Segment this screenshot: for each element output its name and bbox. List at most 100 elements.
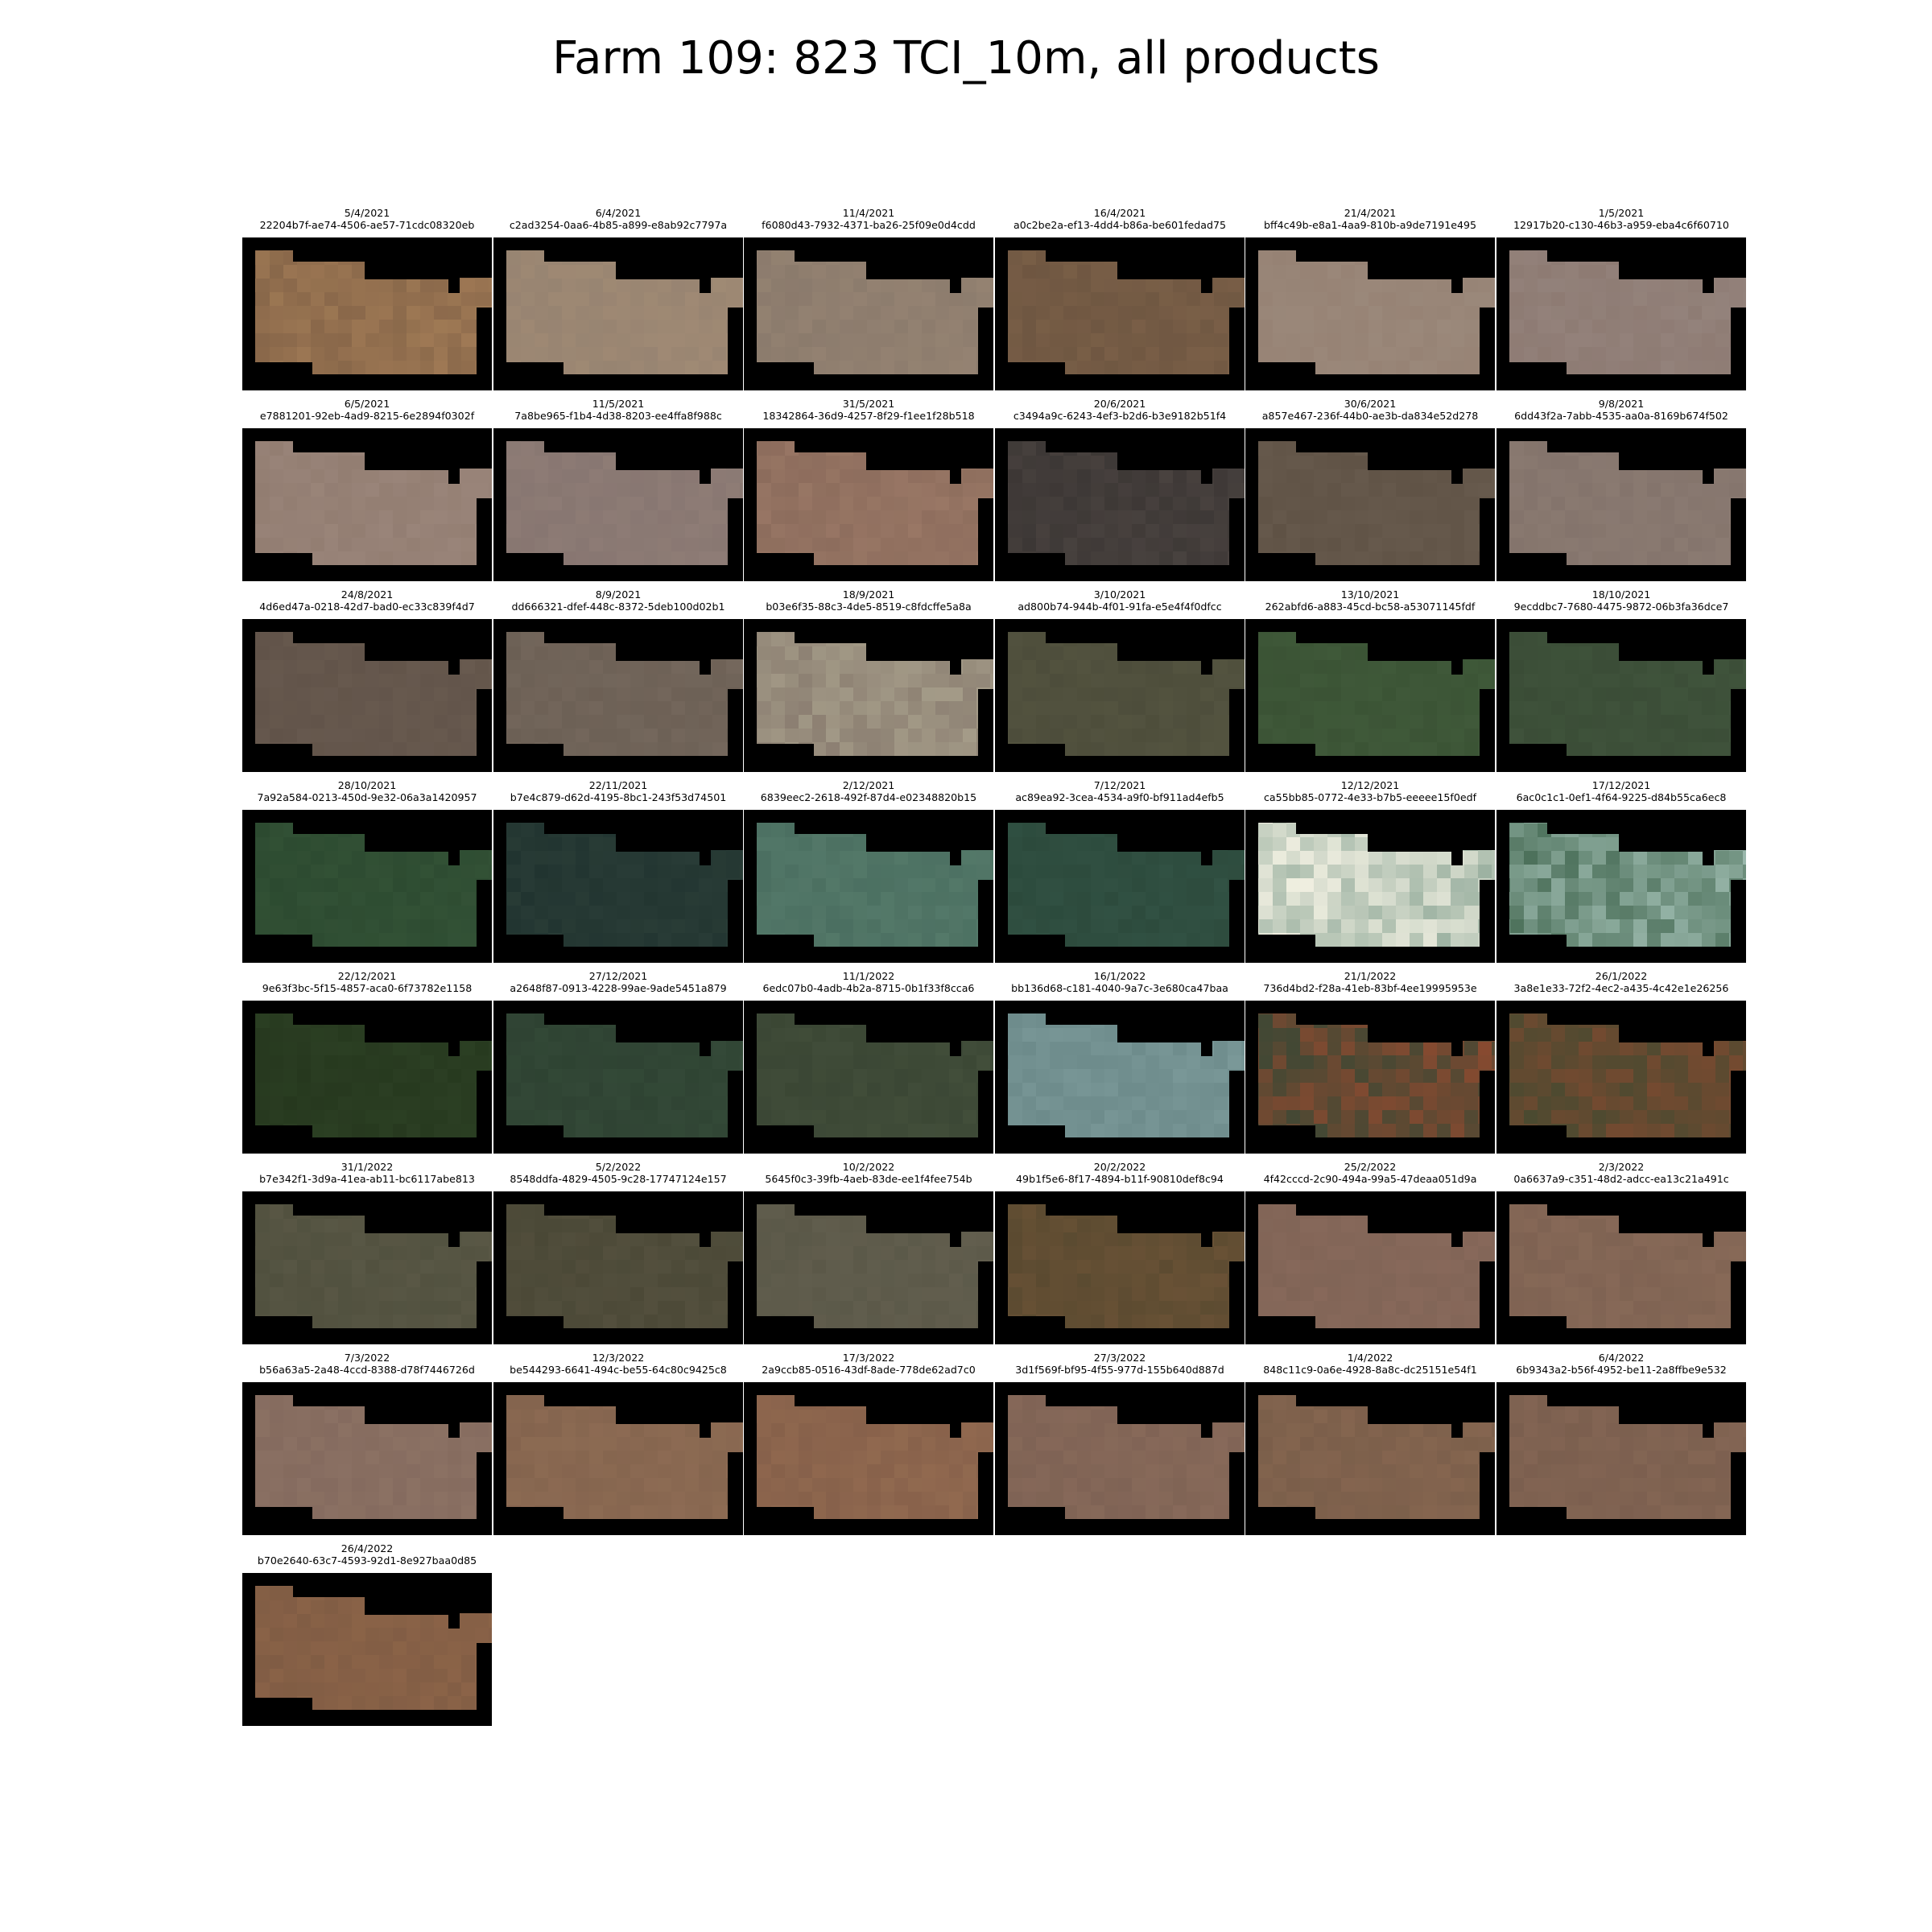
satellite-thumbnail bbox=[493, 1001, 743, 1154]
thumbnail-product-id: 18342864-36d9-4257-8f29-f1ee1f28b518 bbox=[762, 410, 975, 422]
thumbnail-caption: 1/5/2021 12917b20-c130-46b3-a959-eba4c6f6… bbox=[1492, 207, 1750, 231]
field-image bbox=[242, 428, 492, 581]
thumbnail-product-id: 6b9343a2-b56f-4952-be11-2a8ffbe9e532 bbox=[1516, 1364, 1727, 1376]
thumbnail-product-id: 6ac0c1c1-0ef1-4f64-9225-d84b55ca6ec8 bbox=[1516, 791, 1727, 803]
thumbnail-product-id: be544293-6641-494c-be55-64c80c9425c8 bbox=[510, 1364, 727, 1376]
thumbnail-date: 27/12/2021 bbox=[588, 970, 648, 982]
field-image bbox=[242, 237, 492, 390]
satellite-thumbnail bbox=[1245, 619, 1495, 772]
satellite-thumbnail bbox=[1245, 1191, 1495, 1344]
thumbnail-product-id: 2a9ccb85-0516-43df-8ade-778de62ad7c0 bbox=[762, 1364, 976, 1376]
thumbnail-product-id: 7a8be965-f1b4-4d38-8203-ee4ffa8f988c bbox=[514, 410, 722, 422]
satellite-thumbnail bbox=[1245, 237, 1495, 390]
thumbnail-date: 3/10/2021 bbox=[1093, 588, 1146, 601]
satellite-thumbnail bbox=[1245, 1382, 1495, 1535]
satellite-thumbnail bbox=[744, 428, 993, 581]
satellite-thumbnail bbox=[744, 237, 993, 390]
thumbnail-product-id: a0c2be2a-ef13-4dd4-b86a-be601fedad75 bbox=[1013, 219, 1226, 231]
field-image bbox=[242, 1573, 492, 1726]
satellite-thumbnail bbox=[744, 810, 993, 963]
satellite-thumbnail bbox=[493, 428, 743, 581]
thumbnail-date: 10/2/2022 bbox=[842, 1161, 895, 1173]
satellite-thumbnail bbox=[242, 1191, 492, 1344]
thumbnail-caption: 11/1/2022 6edc07b0-4adb-4b2a-8715-0b1f33f… bbox=[740, 970, 997, 994]
thumbnail-caption: 2/3/2022 0a6637a9-c351-48d2-adcc-ea13c21a… bbox=[1492, 1161, 1750, 1185]
satellite-thumbnail bbox=[1496, 619, 1746, 772]
thumbnail-product-id: ca55bb85-0772-4e33-b7b5-eeeee15f0edf bbox=[1263, 791, 1477, 803]
satellite-thumbnail bbox=[242, 619, 492, 772]
field-image bbox=[493, 428, 743, 581]
thumbnail-date: 13/10/2021 bbox=[1340, 588, 1400, 601]
field-image bbox=[1496, 428, 1746, 581]
thumbnail-caption: 5/2/2022 8548ddfa-4829-4505-9c28-17747124… bbox=[489, 1161, 747, 1185]
field-image bbox=[1496, 619, 1746, 772]
thumbnail-product-id: dd666321-dfef-448c-8372-5deb100d02b1 bbox=[511, 601, 725, 613]
field-image bbox=[493, 1001, 743, 1154]
field-image bbox=[242, 1191, 492, 1344]
thumbnail-date: 9/8/2021 bbox=[1598, 398, 1645, 410]
satellite-thumbnail bbox=[493, 810, 743, 963]
satellite-thumbnail bbox=[995, 428, 1245, 581]
thumbnail-caption: 12/3/2022 be544293-6641-494c-be55-64c80c9… bbox=[489, 1352, 747, 1376]
thumbnail-date: 5/2/2022 bbox=[595, 1161, 642, 1173]
field-image bbox=[744, 237, 993, 390]
thumbnail-date: 24/8/2021 bbox=[341, 588, 394, 601]
satellite-thumbnail bbox=[995, 1191, 1245, 1344]
field-image bbox=[744, 1382, 993, 1535]
satellite-thumbnail bbox=[242, 1001, 492, 1154]
thumbnail-date: 22/12/2021 bbox=[337, 970, 397, 982]
field-image bbox=[242, 619, 492, 772]
field-image bbox=[493, 810, 743, 963]
field-image bbox=[1245, 1382, 1495, 1535]
thumbnail-caption: 22/11/2021 b7e4c879-d62d-4195-8bc1-243f53… bbox=[489, 779, 747, 803]
thumbnail-caption: 31/5/2021 18342864-36d9-4257-8f29-f1ee1f2… bbox=[740, 398, 997, 422]
thumbnail-product-id: b56a63a5-2a48-4ccd-8388-d78f7446726d bbox=[259, 1364, 475, 1376]
thumbnail-product-id: c2ad3254-0aa6-4b85-a899-e8ab92c7797a bbox=[509, 219, 728, 231]
satellite-thumbnail bbox=[995, 810, 1245, 963]
thumbnail-product-id: b7e342f1-3d9a-41ea-ab11-bc6117abe813 bbox=[259, 1173, 475, 1185]
thumbnail-caption: 6/5/2021 e7881201-92eb-4ad9-8215-6e2894f0… bbox=[238, 398, 496, 422]
thumbnail-date: 25/2/2022 bbox=[1344, 1161, 1397, 1173]
thumbnail-date: 31/1/2022 bbox=[341, 1161, 394, 1173]
thumbnail-product-id: 262abfd6-a883-45cd-bc58-a53071145fdf bbox=[1265, 601, 1476, 613]
thumbnail-caption: 17/12/2021 6ac0c1c1-0ef1-4f64-9225-d84b55… bbox=[1492, 779, 1750, 803]
thumbnail-date: 16/1/2022 bbox=[1093, 970, 1146, 982]
thumbnail-product-id: 6edc07b0-4adb-4b2a-8715-0b1f33f8cca6 bbox=[762, 982, 975, 994]
field-image bbox=[995, 810, 1245, 963]
field-image bbox=[995, 1191, 1245, 1344]
satellite-thumbnail bbox=[242, 428, 492, 581]
thumbnail-product-id: 736d4bd2-f28a-41eb-83bf-4ee19995953e bbox=[1263, 982, 1477, 994]
thumbnail-caption: 2/12/2021 6839eec2-2618-492f-87d4-e023488… bbox=[740, 779, 997, 803]
thumbnail-product-id: ac89ea92-3cea-4534-a9f0-bf911ad4efb5 bbox=[1015, 791, 1224, 803]
thumbnail-caption: 18/10/2021 9ecddbc7-7680-4475-9872-06b3fa… bbox=[1492, 588, 1750, 613]
thumbnail-caption: 25/2/2022 4f42cccd-2c90-494a-99a5-47deaa0… bbox=[1241, 1161, 1499, 1185]
thumbnail-date: 27/3/2022 bbox=[1093, 1352, 1146, 1364]
thumbnail-caption: 26/1/2022 3a8e1e33-72f2-4ec2-a435-4c42e1e… bbox=[1492, 970, 1750, 994]
field-image bbox=[744, 619, 993, 772]
thumbnail-caption: 27/3/2022 3d1f569f-bf95-4f55-977d-155b640… bbox=[991, 1352, 1249, 1376]
thumbnail-date: 22/11/2021 bbox=[588, 779, 648, 791]
satellite-thumbnail bbox=[995, 1001, 1245, 1154]
thumbnail-caption: 1/4/2022 848c11c9-0a6e-4928-8a8c-dc25151e… bbox=[1241, 1352, 1499, 1376]
thumbnail-caption: 9/8/2021 6dd43f2a-7abb-4535-aa0a-8169b674… bbox=[1492, 398, 1750, 422]
thumbnail-date: 7/3/2022 bbox=[344, 1352, 390, 1364]
thumbnail-product-id: b03e6f35-88c3-4de5-8519-c8fdcffe5a8a bbox=[766, 601, 972, 613]
thumbnail-date: 16/4/2021 bbox=[1093, 207, 1146, 219]
thumbnail-date: 26/4/2022 bbox=[341, 1542, 394, 1554]
thumbnail-product-id: 3a8e1e33-72f2-4ec2-a435-4c42e1e26256 bbox=[1513, 982, 1729, 994]
satellite-thumbnail bbox=[242, 810, 492, 963]
thumbnail-product-id: 5645f0c3-39fb-4aeb-83de-ee1f4fee754b bbox=[765, 1173, 972, 1185]
satellite-thumbnail bbox=[744, 1382, 993, 1535]
thumbnail-product-id: c3494a9c-6243-4ef3-b2d6-b3e9182b51f4 bbox=[1013, 410, 1227, 422]
thumbnail-product-id: bff4c49b-e8a1-4aa9-810b-a9de7191e495 bbox=[1263, 219, 1477, 231]
thumbnail-date: 28/10/2021 bbox=[337, 779, 397, 791]
thumbnail-date: 20/2/2022 bbox=[1093, 1161, 1146, 1173]
satellite-thumbnail bbox=[995, 1382, 1245, 1535]
thumbnail-caption: 8/9/2021 dd666321-dfef-448c-8372-5deb100d… bbox=[489, 588, 747, 613]
thumbnail-caption: 12/12/2021 ca55bb85-0772-4e33-b7b5-eeeee1… bbox=[1241, 779, 1499, 803]
field-image bbox=[493, 1382, 743, 1535]
thumbnail-product-id: 22204b7f-ae74-4506-ae57-71cdc08320eb bbox=[259, 219, 475, 231]
thumbnail-date: 12/12/2021 bbox=[1340, 779, 1400, 791]
field-image bbox=[493, 619, 743, 772]
satellite-thumbnail bbox=[1496, 237, 1746, 390]
